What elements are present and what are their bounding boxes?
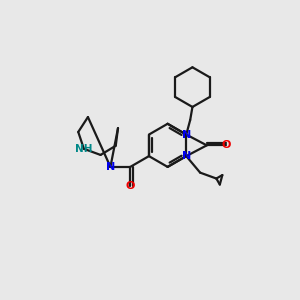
Text: N: N xyxy=(182,130,191,140)
Text: N: N xyxy=(106,162,115,172)
Text: NH: NH xyxy=(75,144,93,154)
Text: O: O xyxy=(126,181,135,191)
Text: O: O xyxy=(221,140,230,150)
Text: N: N xyxy=(182,151,191,161)
